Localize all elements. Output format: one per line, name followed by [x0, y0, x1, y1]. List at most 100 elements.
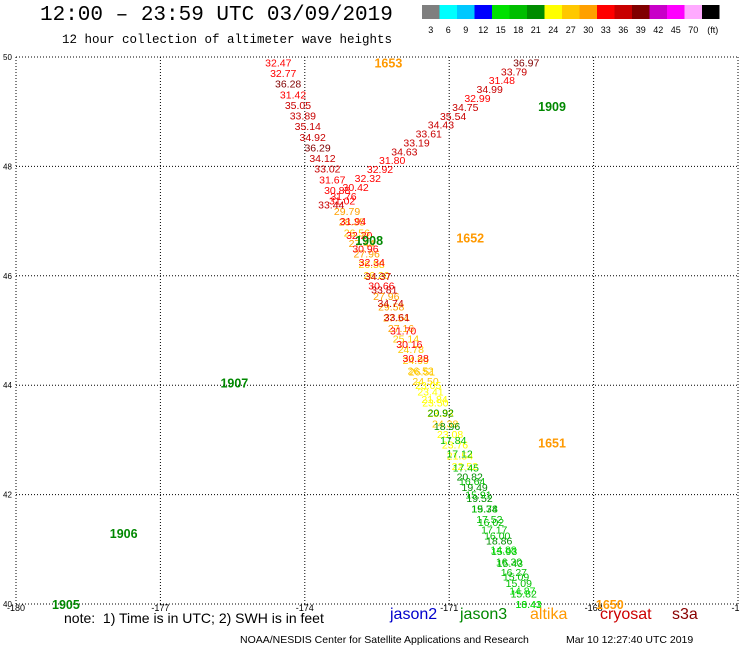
plot-grid — [15, 56, 739, 605]
wave-height-label: 31.48 — [489, 75, 515, 87]
colorbar-label: 70 — [688, 25, 698, 35]
wave-height-label: 16.64 — [459, 476, 485, 488]
wave-height-label: 17.17 — [481, 525, 507, 537]
wave-height-label: 30.16 — [396, 339, 422, 351]
wave-height-label: 19.49 — [461, 482, 487, 494]
wave-height-label: 27.96 — [354, 249, 380, 261]
pass-time-label: 1905 — [52, 598, 80, 612]
wave-height-label: 34.74 — [377, 298, 403, 310]
colorbar-swatch — [597, 5, 615, 19]
colorbar-label: 45 — [671, 25, 681, 35]
satellite-legend-altika: altika — [530, 606, 568, 623]
time-labels: 1653 1909 1652 1908 1907 1651 1906 1905 1650 — [52, 56, 624, 612]
colorbar-swatch — [667, 5, 685, 19]
wave-height-label: 16.02 — [478, 517, 504, 529]
wave-height-label: 32.32 — [355, 173, 381, 185]
wave-height-label: 33.81 — [371, 284, 397, 296]
axis-labels: -180 -177 -174 -171 -168 -16 40 42 44 46 48 50 — [3, 53, 740, 613]
x-tick-label: -171 — [440, 603, 458, 613]
colorbar-swatch — [544, 5, 562, 19]
wave-height-label: 24.99 — [403, 355, 429, 367]
wave-height-values: 32.4732.7736.2831.4235.0533.8935.1434.92… — [265, 57, 542, 611]
x-tick-label: -180 — [7, 603, 25, 613]
colorbar-swatch — [527, 5, 545, 19]
wave-height-label: 23.05 — [415, 380, 441, 392]
wave-height-label: 23.41 — [417, 387, 443, 399]
wave-height-label: 32.34 — [359, 257, 385, 269]
colorbar-label: 27 — [566, 25, 576, 35]
wave-height-label: 15.91 — [465, 490, 491, 502]
wave-height-label: 26.58 — [358, 259, 384, 271]
credit-line: NOAA/NESDIS Center for Satellite Applica… — [240, 634, 529, 646]
wave-height-label: 27.16 — [388, 323, 414, 335]
colorbar-label: 3 — [428, 25, 433, 35]
wave-height-label: 33.61 — [416, 129, 442, 141]
wave-height-label: 18.86 — [486, 535, 512, 547]
y-tick-label: 48 — [3, 162, 12, 171]
wave-height-label: 24.50 — [412, 376, 438, 388]
colorbar-label: 24 — [548, 25, 558, 35]
wave-height-label: 34.12 — [309, 153, 335, 165]
wave-height-label: 15.09 — [503, 572, 529, 584]
wave-height-label: 28.35 — [339, 217, 365, 229]
colorbar-swatch — [439, 5, 457, 19]
colorbar-label: 21 — [531, 25, 541, 35]
pass-time-label: 1651 — [538, 437, 566, 451]
pass-time-label: 1653 — [374, 56, 402, 70]
wave-height-label: 19.34 — [471, 503, 497, 515]
x-tick-label: -16 — [731, 603, 740, 613]
pass-time-label: 1907 — [220, 376, 248, 390]
wave-height-label: 18.96 — [434, 421, 460, 433]
wave-height-label: 27.96 — [373, 291, 399, 303]
y-tick-label: 40 — [3, 600, 12, 609]
wave-height-label: 32.77 — [270, 68, 296, 80]
colorbar-swatch — [562, 5, 580, 19]
wave-height-label: 15.43 — [497, 558, 523, 570]
wave-height-label: 36.28 — [275, 79, 301, 91]
wave-height-label: 34.99 — [477, 84, 503, 96]
wave-height-label: 16.30 — [496, 557, 522, 569]
colorbar-swatch — [457, 5, 475, 19]
wave-height-label: 29.58 — [378, 302, 404, 314]
wave-height-label: 15.09 — [506, 578, 532, 590]
wave-height-label: 23.33 — [427, 408, 453, 420]
wave-height-label: 27.44 — [349, 238, 375, 250]
wave-height-label: 20.92 — [428, 408, 454, 420]
pass-time-label: 1650 — [596, 598, 624, 612]
colorbar-swatch — [422, 5, 440, 19]
satellite-legend-jason2: jason2 — [390, 606, 438, 623]
wave-height-label: 34.75 — [452, 102, 478, 114]
wave-height-label: 16.27 — [501, 567, 527, 579]
colorbar-label: 12 — [478, 25, 488, 35]
wave-height-label: 14.88 — [490, 544, 516, 556]
wave-height-label: 33.79 — [501, 66, 527, 78]
wave-height-label: 34.63 — [391, 146, 417, 158]
colorbar-swatch — [474, 5, 492, 19]
wave-height-label: 35.14 — [295, 121, 321, 133]
wave-height-label: 17.84 — [440, 435, 466, 447]
wave-height-label: 20.82 — [457, 472, 483, 484]
wave-height-label: 33.89 — [290, 111, 316, 123]
x-tick-label: -174 — [296, 603, 314, 613]
wave-height-label: 21.54 — [447, 450, 473, 462]
colorbar-swatch — [492, 5, 510, 19]
colorbar-swatch — [702, 5, 720, 19]
wave-height-label: 13.43 — [515, 599, 541, 611]
wave-height-label: 31.94 — [340, 216, 366, 228]
satellite-legend-jason3: jason3 — [460, 606, 508, 623]
wave-height-label: 30.96 — [352, 243, 378, 255]
wave-height-label: 17.45 — [453, 462, 479, 474]
wave-height-label: 36.97 — [513, 57, 539, 69]
wave-height-label: 23.08 — [437, 429, 463, 441]
pass-time-label: 1908 — [355, 234, 383, 248]
chart-subtitle: 12 hour collection of altimeter wave hei… — [62, 33, 393, 47]
wave-height-label: 31.70 — [390, 326, 416, 338]
wave-height-label: 30.88 — [324, 185, 350, 197]
wave-height-label: 29.79 — [334, 206, 360, 218]
wave-height-label: 17.12 — [446, 449, 472, 461]
colorbar-label: 36 — [618, 25, 628, 35]
wave-height-label: 14.87 — [509, 585, 535, 597]
wave-height-label: 33.61 — [384, 312, 410, 324]
wave-height-label: 32.99 — [464, 93, 490, 105]
